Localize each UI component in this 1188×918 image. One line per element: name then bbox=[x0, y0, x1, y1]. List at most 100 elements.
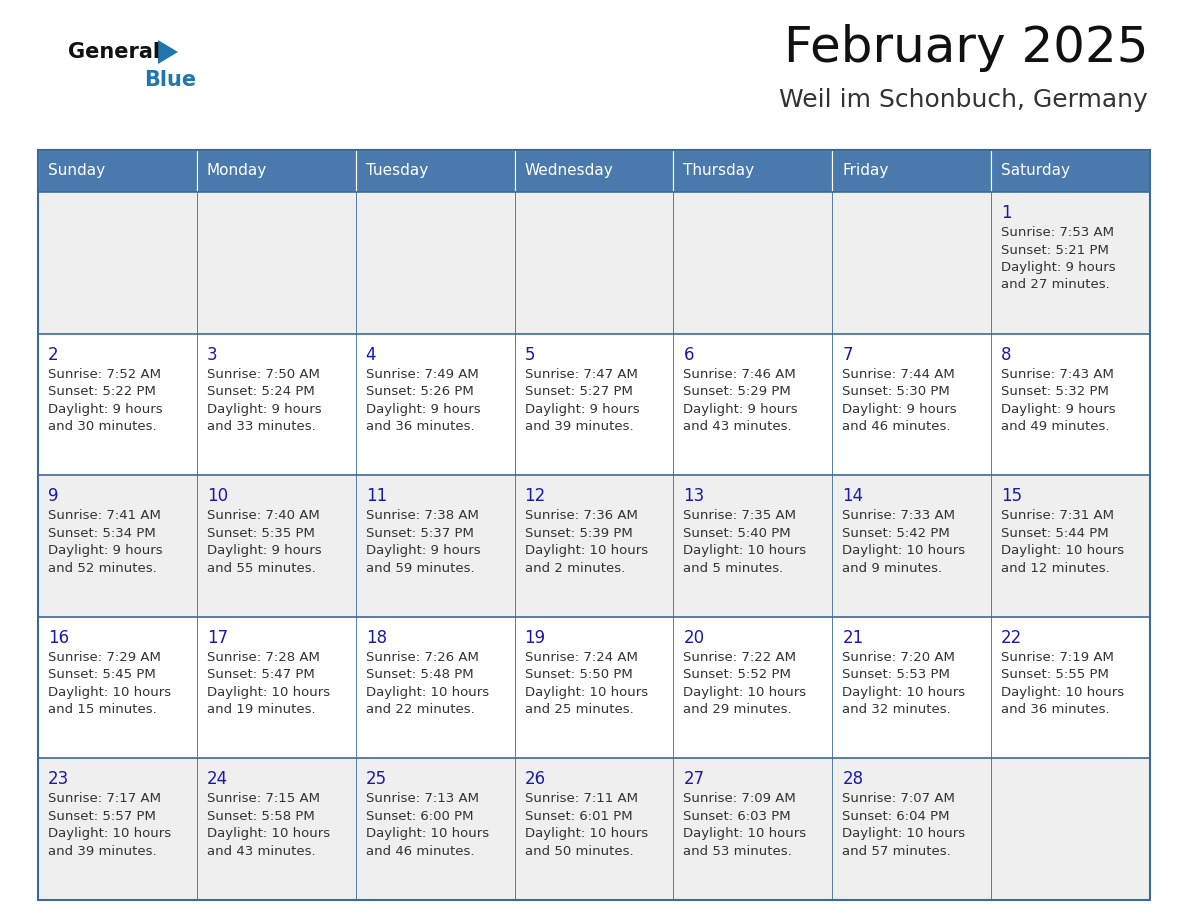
Text: and 57 minutes.: and 57 minutes. bbox=[842, 845, 952, 858]
Bar bbox=[38, 476, 197, 617]
Text: 23: 23 bbox=[48, 770, 69, 789]
Bar bbox=[674, 758, 833, 900]
Text: Blue: Blue bbox=[144, 70, 196, 90]
Bar bbox=[833, 150, 991, 192]
Text: Sunrise: 7:35 AM: Sunrise: 7:35 AM bbox=[683, 509, 796, 522]
Text: Daylight: 10 hours: Daylight: 10 hours bbox=[842, 827, 966, 840]
Bar bbox=[833, 333, 991, 476]
Text: and 25 minutes.: and 25 minutes. bbox=[525, 703, 633, 716]
Bar bbox=[197, 192, 355, 333]
Text: Daylight: 9 hours: Daylight: 9 hours bbox=[525, 403, 639, 416]
Text: 14: 14 bbox=[842, 487, 864, 505]
Text: Sunrise: 7:13 AM: Sunrise: 7:13 AM bbox=[366, 792, 479, 805]
Text: Daylight: 10 hours: Daylight: 10 hours bbox=[525, 827, 647, 840]
Text: Sunrise: 7:22 AM: Sunrise: 7:22 AM bbox=[683, 651, 796, 664]
Text: and 39 minutes.: and 39 minutes. bbox=[48, 845, 157, 858]
Text: Daylight: 10 hours: Daylight: 10 hours bbox=[366, 686, 488, 699]
Bar bbox=[355, 758, 514, 900]
Bar bbox=[355, 192, 514, 333]
Text: 7: 7 bbox=[842, 345, 853, 364]
Bar bbox=[514, 333, 674, 476]
Text: 26: 26 bbox=[525, 770, 545, 789]
Text: Daylight: 9 hours: Daylight: 9 hours bbox=[207, 544, 322, 557]
Text: Sunrise: 7:36 AM: Sunrise: 7:36 AM bbox=[525, 509, 638, 522]
Text: and 36 minutes.: and 36 minutes. bbox=[1001, 703, 1110, 716]
Bar bbox=[514, 192, 674, 333]
Bar bbox=[514, 758, 674, 900]
Text: Daylight: 9 hours: Daylight: 9 hours bbox=[48, 403, 163, 416]
Text: Sunset: 5:44 PM: Sunset: 5:44 PM bbox=[1001, 527, 1108, 540]
Text: Daylight: 9 hours: Daylight: 9 hours bbox=[842, 403, 956, 416]
Text: 5: 5 bbox=[525, 345, 535, 364]
Text: 13: 13 bbox=[683, 487, 704, 505]
Text: and 59 minutes.: and 59 minutes. bbox=[366, 562, 474, 575]
Text: Daylight: 10 hours: Daylight: 10 hours bbox=[48, 686, 171, 699]
Bar bbox=[355, 150, 514, 192]
Text: Sunrise: 7:09 AM: Sunrise: 7:09 AM bbox=[683, 792, 796, 805]
Text: Sunset: 5:22 PM: Sunset: 5:22 PM bbox=[48, 385, 156, 398]
Text: Sunset: 5:55 PM: Sunset: 5:55 PM bbox=[1001, 668, 1110, 681]
Text: Sunset: 5:24 PM: Sunset: 5:24 PM bbox=[207, 385, 315, 398]
Bar bbox=[991, 476, 1150, 617]
Text: 9: 9 bbox=[48, 487, 58, 505]
Text: 10: 10 bbox=[207, 487, 228, 505]
Text: 3: 3 bbox=[207, 345, 217, 364]
Text: Sunrise: 7:50 AM: Sunrise: 7:50 AM bbox=[207, 367, 320, 381]
Bar bbox=[38, 150, 197, 192]
Text: Sunset: 6:03 PM: Sunset: 6:03 PM bbox=[683, 810, 791, 823]
Bar bbox=[197, 758, 355, 900]
Bar bbox=[355, 476, 514, 617]
Text: Sunrise: 7:53 AM: Sunrise: 7:53 AM bbox=[1001, 226, 1114, 239]
Text: Thursday: Thursday bbox=[683, 163, 754, 178]
Bar bbox=[197, 617, 355, 758]
Text: Sunset: 5:48 PM: Sunset: 5:48 PM bbox=[366, 668, 473, 681]
Text: Sunrise: 7:20 AM: Sunrise: 7:20 AM bbox=[842, 651, 955, 664]
Bar bbox=[38, 192, 197, 333]
Bar bbox=[991, 758, 1150, 900]
Text: 28: 28 bbox=[842, 770, 864, 789]
Text: and 22 minutes.: and 22 minutes. bbox=[366, 703, 474, 716]
Text: Daylight: 10 hours: Daylight: 10 hours bbox=[207, 686, 330, 699]
Text: and 5 minutes.: and 5 minutes. bbox=[683, 562, 784, 575]
Text: and 46 minutes.: and 46 minutes. bbox=[842, 420, 950, 433]
Text: Daylight: 9 hours: Daylight: 9 hours bbox=[48, 544, 163, 557]
Text: Sunrise: 7:43 AM: Sunrise: 7:43 AM bbox=[1001, 367, 1114, 381]
Text: Daylight: 9 hours: Daylight: 9 hours bbox=[366, 403, 480, 416]
Bar bbox=[38, 150, 1150, 900]
Text: Daylight: 10 hours: Daylight: 10 hours bbox=[683, 827, 807, 840]
Text: Sunset: 5:26 PM: Sunset: 5:26 PM bbox=[366, 385, 474, 398]
Polygon shape bbox=[158, 40, 178, 64]
Bar bbox=[991, 333, 1150, 476]
Text: and 52 minutes.: and 52 minutes. bbox=[48, 562, 157, 575]
Text: 21: 21 bbox=[842, 629, 864, 647]
Text: 19: 19 bbox=[525, 629, 545, 647]
Text: Friday: Friday bbox=[842, 163, 889, 178]
Text: Sunrise: 7:19 AM: Sunrise: 7:19 AM bbox=[1001, 651, 1114, 664]
Text: and 50 minutes.: and 50 minutes. bbox=[525, 845, 633, 858]
Text: and 32 minutes.: and 32 minutes. bbox=[842, 703, 952, 716]
Text: Daylight: 10 hours: Daylight: 10 hours bbox=[525, 686, 647, 699]
Text: 15: 15 bbox=[1001, 487, 1022, 505]
Text: Daylight: 10 hours: Daylight: 10 hours bbox=[1001, 686, 1124, 699]
Bar bbox=[674, 192, 833, 333]
Text: 20: 20 bbox=[683, 629, 704, 647]
Text: Sunday: Sunday bbox=[48, 163, 105, 178]
Text: Monday: Monday bbox=[207, 163, 267, 178]
Text: 12: 12 bbox=[525, 487, 545, 505]
Bar bbox=[833, 758, 991, 900]
Text: Sunset: 5:58 PM: Sunset: 5:58 PM bbox=[207, 810, 315, 823]
Text: Sunset: 5:29 PM: Sunset: 5:29 PM bbox=[683, 385, 791, 398]
Text: Sunrise: 7:29 AM: Sunrise: 7:29 AM bbox=[48, 651, 160, 664]
Text: 18: 18 bbox=[366, 629, 387, 647]
Text: and 55 minutes.: and 55 minutes. bbox=[207, 562, 316, 575]
Bar bbox=[355, 333, 514, 476]
Text: and 46 minutes.: and 46 minutes. bbox=[366, 845, 474, 858]
Text: Daylight: 10 hours: Daylight: 10 hours bbox=[683, 544, 807, 557]
Text: Weil im Schonbuch, Germany: Weil im Schonbuch, Germany bbox=[779, 88, 1148, 112]
Bar bbox=[833, 617, 991, 758]
Bar bbox=[38, 333, 197, 476]
Text: Sunset: 5:45 PM: Sunset: 5:45 PM bbox=[48, 668, 156, 681]
Bar bbox=[514, 476, 674, 617]
Text: and 29 minutes.: and 29 minutes. bbox=[683, 703, 792, 716]
Text: Sunrise: 7:38 AM: Sunrise: 7:38 AM bbox=[366, 509, 479, 522]
